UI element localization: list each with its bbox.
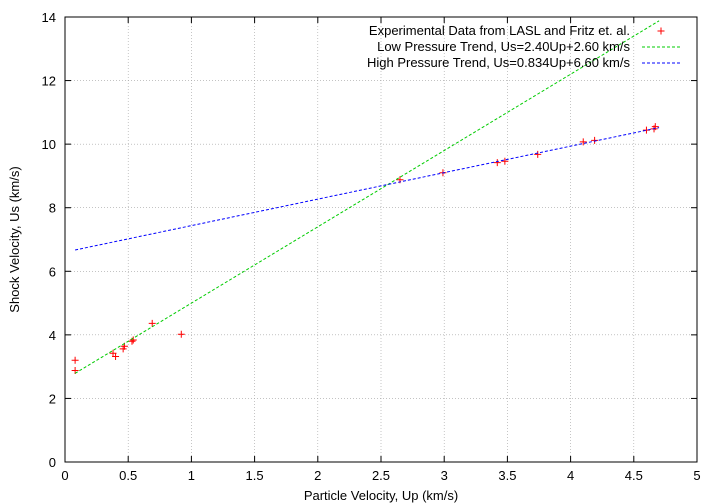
data-point [591,136,599,144]
y-tick-label: 2 [49,391,56,406]
x-tick-label: 2 [314,468,321,483]
data-point [534,150,542,158]
x-tick-label: 0.5 [119,468,137,483]
x-axis-label: Particle Velocity, Up (km/s) [304,488,458,503]
x-tick-label: 4 [567,468,574,483]
y-tick-label: 4 [49,328,56,343]
x-tick-label: 2.5 [372,468,390,483]
y-tick-label: 14 [42,10,56,25]
plot-series [71,20,660,374]
data-point [579,138,587,146]
data-point [651,123,659,131]
trend-line [74,20,660,374]
data-point [493,159,501,167]
data-points [71,123,659,374]
axis-ticks: 0 0.5 1 1.5 2 2.5 3 3.5 4 4.5 5 0 2 4 6 8 10 12 14 [42,10,701,483]
legend-marker [657,27,665,35]
legend-label: High Pressure Trend, Us=0.834Up+6.60 km/… [367,55,631,70]
y-axis-label: Shock Velocity, Us (km/s) [7,166,22,312]
x-tick-label: 5 [693,468,700,483]
x-tick-label: 3.5 [498,468,516,483]
y-tick-label: 10 [42,137,56,152]
data-point [112,352,120,360]
y-tick-label: 8 [49,201,56,216]
data-point [501,157,509,165]
y-tick-label: 12 [42,74,56,89]
x-tick-label: 3 [441,468,448,483]
x-tick-label: 1 [188,468,195,483]
x-tick-label: 0 [61,468,68,483]
data-point [129,336,137,344]
grid-lines [65,17,697,462]
legend-label: Low Pressure Trend, Us=2.40Up+2.60 km/s [377,39,630,54]
data-point [148,319,156,327]
data-point [71,356,79,364]
legend: Experimental Data from LASL and Fritz et… [367,23,680,70]
y-tick-label: 6 [49,264,56,279]
x-tick-label: 1.5 [246,468,264,483]
legend-label: Experimental Data from LASL and Fritz et… [369,23,630,38]
data-point [177,330,185,338]
x-tick-label: 4.5 [625,468,643,483]
trend-line [75,127,660,251]
y-tick-label: 0 [49,455,56,470]
